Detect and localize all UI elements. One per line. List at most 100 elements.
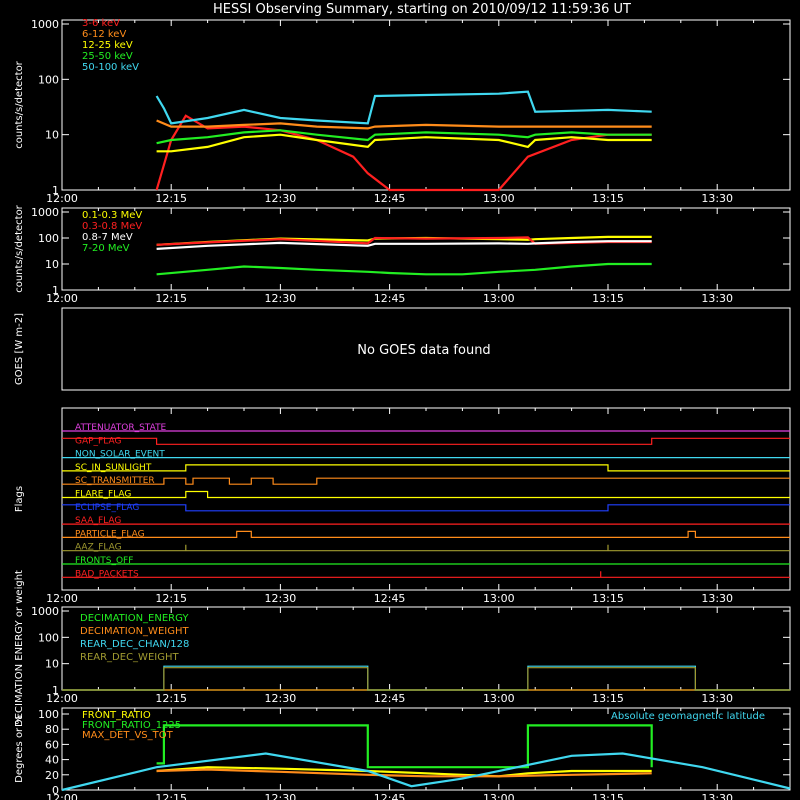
x-tick-label: 12:45 [374,592,406,605]
panels-group: 12:00 12:15 12:30 12:45 13:00 13:15 13:3011010… [14,18,791,800]
x-tick-label: 13:00 [483,292,515,305]
goes-message: No GOES data found [357,343,490,358]
series-line [156,129,652,145]
legend-entry: 7-20 MeV [82,243,130,254]
legend-entry: DECIMATION_ENERGY [80,613,189,624]
y-axis-label: DECIMATION ENERGY or weight [14,570,25,727]
flag-line [62,437,790,445]
y-tick-label: 60 [45,738,59,751]
x-tick-label: 12:00 [46,692,78,705]
series-line [155,114,652,192]
x-tick-label: 13:00 [483,692,515,705]
flag-line [62,490,790,499]
series-line [62,667,790,691]
x-tick-label: 13:15 [592,592,624,605]
y-tick-label: 100 [38,631,59,644]
y-tick-label: 10 [45,129,59,142]
flag-line [62,571,790,578]
series-line [156,724,653,769]
x-tick-label: 12:30 [265,592,297,605]
series-line [155,90,652,125]
flag-label: ECLIPSE_FLAG [75,503,139,513]
x-tick-label: 12:45 [374,692,406,705]
x-tick-label: 12:00 [46,792,78,800]
y-tick-label: 1 [52,684,59,697]
series-line [156,240,652,250]
y-axis-label: Flags [14,486,25,512]
legend-entry: FRONT_RATIO [82,710,151,721]
legend-entry: REAR_DEC_WEIGHT [80,652,179,663]
legend-entry: REAR_DEC_CHAN/128 [80,639,189,650]
flag-label: FLARE_FLAG [75,490,131,500]
x-tick-label: 13:15 [592,792,624,800]
legend-entry: 6-12 keV [82,29,126,40]
x-tick-label: 12:45 [374,192,406,205]
x-tick-label: 12:15 [155,592,187,605]
flag-label: NON_SOLAR_EVENT [75,450,165,460]
flag-line [62,504,790,512]
x-tick-label: 13:15 [592,192,624,205]
series-line [61,752,791,792]
y-tick-label: 40 [45,754,59,767]
y-tick-label: 1 [52,184,59,197]
y-tick-label: 100 [38,73,59,86]
panel-frame [61,307,791,391]
series-line [156,766,652,778]
legend-entry: DECIMATION_WEIGHT [80,626,189,637]
x-tick-label: 13:30 [701,192,733,205]
x-tick-label: 13:30 [701,692,733,705]
y-tick-label: 10 [45,658,59,671]
x-tick-label: 13:15 [592,292,624,305]
y-tick-label: 1000 [31,18,59,31]
x-tick-label: 12:15 [155,792,187,800]
y-axis-label: Degrees or % [14,715,25,783]
flag-label: PARTICLE_FLAG [75,529,145,539]
x-tick-label: 12:15 [155,292,187,305]
flag-line [62,544,790,552]
legend-entry: 0.3-0.8 MeV [82,221,142,232]
y-tick-label: 1 [52,284,59,297]
x-tick-label: 12:30 [265,692,297,705]
legend-entry: 50-100 keV [82,62,139,73]
x-tick-label: 12:30 [265,292,297,305]
y-tick-label: 100 [38,708,59,721]
x-tick-label: 13:30 [701,792,733,800]
legend-entry: FRONT_RATIO_1225 [82,720,181,731]
flag-label: BAD_PACKETS [75,569,139,579]
y-tick-label: 20 [45,769,59,782]
y-tick-label: 80 [45,723,59,736]
flag-line [62,530,790,539]
y-axis-label: counts/s/detector [14,204,25,292]
x-tick-label: 13:30 [701,292,733,305]
flag-line [62,477,790,485]
y-tick-label: 100 [38,232,59,245]
y-tick-label: 1000 [31,605,59,618]
x-tick-label: 12:15 [155,692,187,705]
y-axis-label: GOES [W m-2] [14,313,25,385]
x-tick-label: 12:45 [374,292,406,305]
flag-label: SC_IN_SUNLIGHT [75,463,152,473]
y-axis-label: counts/s/detector [14,60,25,148]
x-tick-label: 12:15 [155,192,187,205]
x-tick-label: 12:00 [46,192,78,205]
x-tick-label: 12:30 [265,792,297,800]
legend-entry: 12-25 keV [82,40,133,51]
legend-entry: MAX_DET_VS_TOT [82,730,174,741]
legend-entry: 0.1-0.3 MeV [82,210,142,221]
flag-label: GAP_FLAG [75,436,121,446]
flag-label: AAZ_FLAG [75,543,122,553]
series-line [156,768,652,778]
series-line [156,262,652,276]
x-tick-label: 12:45 [374,792,406,800]
x-tick-label: 12:30 [265,192,297,205]
legend-entry: 0.8-7 MeV [82,232,133,243]
y-tick-label: 10 [45,258,59,271]
flag-label: SAA_FLAG [75,516,121,526]
series-line [156,133,652,153]
legend-entry: Absolute geomagnetic latitude [611,711,765,722]
x-tick-label: 13:00 [483,592,515,605]
x-tick-label: 13:30 [701,592,733,605]
figure-title: HESSI Observing Summary, starting on 201… [213,2,631,17]
